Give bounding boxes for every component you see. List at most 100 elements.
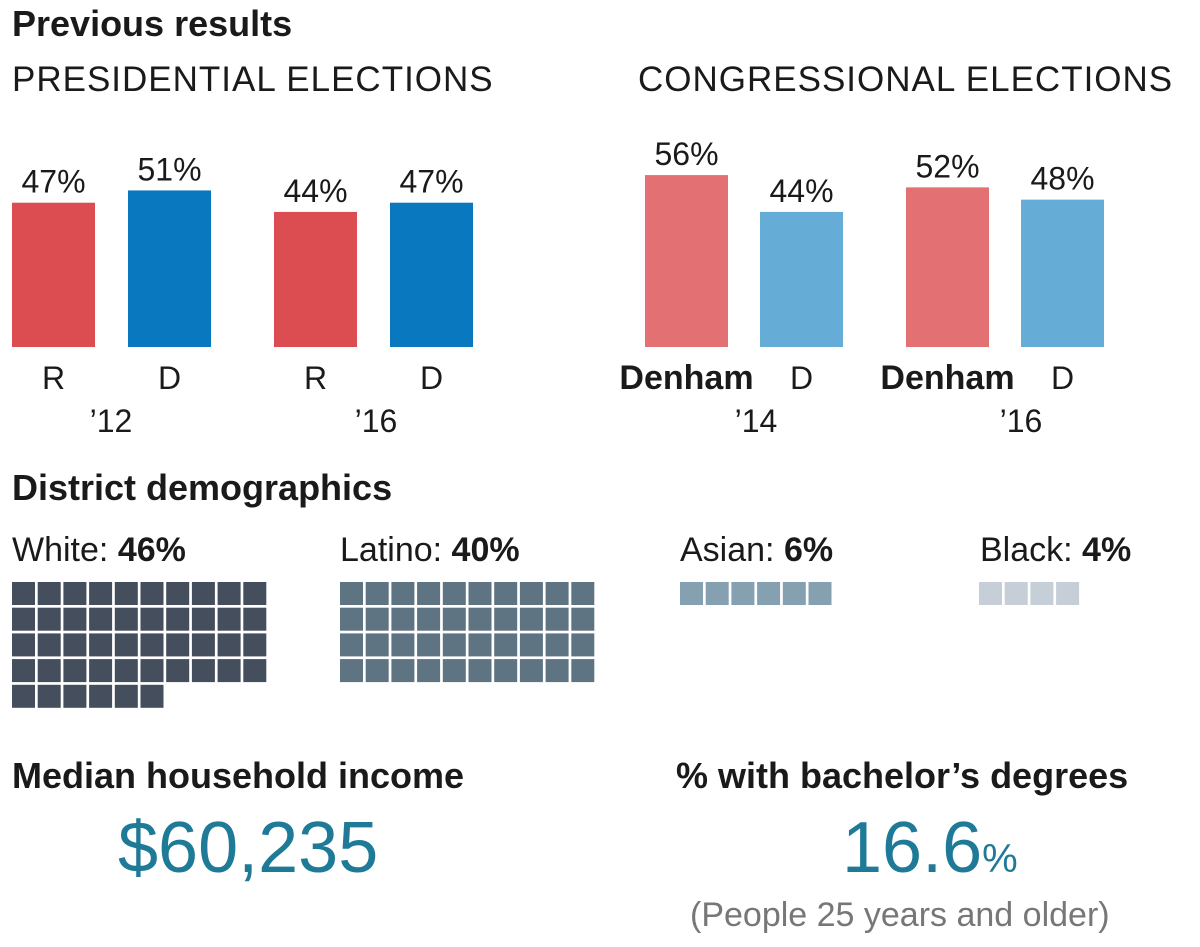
waffle-cell-white [140,633,164,657]
black-label: Black: 4% [980,531,1132,569]
waffle-cell-latino [468,607,492,631]
bachelors-unit: % [982,837,1018,881]
bachelors-note: (People 25 years and older) [690,896,1110,934]
waffle-cell-white [191,582,215,605]
waffle-cell-black [1056,582,1080,605]
white-label: White: 46% [12,531,186,569]
waffle-cell-white [166,659,190,683]
waffle-cell-white [63,607,87,631]
waffle-cell-latino [365,633,389,657]
bar-c1-g0-denham [645,175,728,347]
waffle-cell-latino [494,633,518,657]
congressional-chart-title: CONGRESSIONAL ELECTIONS [638,60,1174,99]
waffle-cell-asian [808,582,832,605]
bar-category-label-c0-g1-d: D [420,360,443,396]
waffle-cell-latino [365,607,389,631]
waffle-cell-white [12,582,35,605]
waffle-cell-latino [340,582,363,605]
bar-value-label-c0-g1-r: 44% [283,173,347,209]
waffle-cell-white [140,659,164,683]
group-label-c0-g0: ’12 [90,403,133,439]
waffle-cell-latino [519,633,543,657]
bar-c1-g0-d [760,211,843,347]
bar-category-label-c1-g1-d: D [1051,360,1074,396]
bar-value-label-c0-g1-d: 47% [399,164,463,200]
white-value: 46% [117,531,186,569]
waffle-cell-white [114,633,138,657]
waffle-cell-white [243,607,267,631]
waffle-cell-latino [545,582,569,605]
waffle-cell-white [114,659,138,683]
waffle-cell-white [37,607,61,631]
waffle-cell-latino [340,659,363,683]
waffle-cell-white [191,607,215,631]
waffle-cell-white [217,607,241,631]
waffle-cell-asian [757,582,781,605]
waffle-cell-white [12,633,35,657]
waffle-cell-white [217,582,241,605]
waffle-cell-black [979,582,1002,605]
bar-category-label-c1-g1-denham: Denham [880,359,1014,397]
waffle-cell-white [89,684,113,708]
waffle-cell-white [89,582,113,605]
group-label-c1-g0: ’14 [735,403,778,439]
waffle-cell-latino [391,633,415,657]
bar-value-label-c1-g0-d: 44% [769,173,833,209]
latino-value: 40% [451,531,520,569]
waffle-cell-white [37,582,61,605]
waffle-cell-latino [417,582,441,605]
waffle-cell-latino [545,659,569,683]
waffle-cell-latino [442,607,466,631]
waffle-cell-latino [468,659,492,683]
waffle-cell-latino [519,607,543,631]
waffle-cell-latino [417,659,441,683]
waffle-cell-white [12,659,35,683]
waffle-cell-white [89,633,113,657]
waffle-cell-white [217,659,241,683]
bachelors-heading: % with bachelor’s degrees [676,755,1129,796]
waffle-cell-latino [494,607,518,631]
waffle-cell-latino [365,582,389,605]
waffle-cell-white [191,659,215,683]
bar-c1-g1-denham [906,187,989,347]
bar-c1-g1-d [1021,199,1104,347]
bar-category-label-c0-g0-d: D [158,360,181,396]
waffle-cell-asian [731,582,755,605]
bar-c0-g1-r [274,211,357,347]
bar-category-label-c0-g1-r: R [304,360,327,396]
group-label-c0-g1: ’16 [355,403,398,439]
waffle-cell-white [63,659,87,683]
bar-value-label-c1-g0-denham: 56% [654,136,718,172]
asian-label: Asian: 6% [680,531,834,569]
presidential-chart-title: PRESIDENTIAL ELECTIONS [12,60,494,99]
waffle-cell-latino [571,659,595,683]
waffle-cell-white [37,684,61,708]
waffle-cell-latino [442,582,466,605]
waffle-cell-latino [340,633,363,657]
waffle-cell-latino [391,659,415,683]
election-bar-charts: 47%R51%D’1244%R47%D’1656%Denham44%D’1452… [12,136,1104,439]
waffle-cell-white [114,582,138,605]
waffle-cell-asian [680,582,703,605]
bar-c0-g1-d [390,202,473,347]
waffle-cell-white [63,684,87,708]
waffle-cell-latino [571,607,595,631]
bar-category-label-c0-g0-r: R [42,360,65,396]
waffle-cell-black [1030,582,1054,605]
group-label-c1-g1: ’16 [1000,403,1043,439]
waffle-cell-white [217,633,241,657]
waffle-cell-white [37,633,61,657]
bar-value-label-c1-g1-d: 48% [1030,161,1094,197]
bar-category-label-c1-g0-denham: Denham [619,359,753,397]
previous-results-heading: Previous results [12,3,293,44]
waffle-cell-white [166,582,190,605]
waffle-cell-latino [391,607,415,631]
waffle-cell-white [243,582,267,605]
waffle-cell-latino [442,659,466,683]
waffle-cell-asian [705,582,729,605]
bar-value-label-c0-g0-d: 51% [137,151,201,187]
waffle-cell-white [89,659,113,683]
bachelors-value: 16.6 [842,808,983,888]
waffle-cell-latino [571,582,595,605]
waffle-cell-white [140,607,164,631]
